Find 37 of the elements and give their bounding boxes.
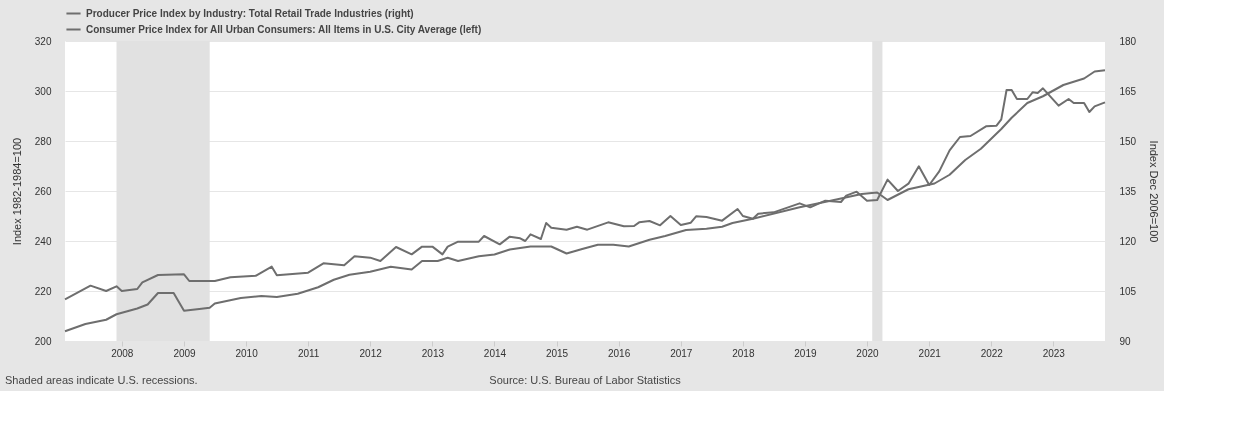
x-tick-label: 2016 xyxy=(607,347,631,359)
y2-tick-label: 90 xyxy=(1119,335,1132,347)
y-axis-title: Index 1982-1984=100 xyxy=(10,137,23,246)
x-tick-label: 2018 xyxy=(732,347,755,359)
source-note: Source: U.S. Bureau of Labor Statistics xyxy=(489,374,682,386)
y2-tick-label: 105 xyxy=(1119,285,1137,297)
x-tick-label: 2008 xyxy=(111,347,134,359)
x-tick-label: 2019 xyxy=(794,347,817,359)
y2-tick-label: 150 xyxy=(1119,135,1137,147)
x-tick-label: 2015 xyxy=(545,347,569,359)
text: Shaded areas indicate U.S. recessions. xyxy=(5,374,198,386)
x-tick-label: 2014 xyxy=(483,347,507,359)
legend-label: Producer Price Index by Industry: Total Retail Trade Industries (right) xyxy=(86,7,414,19)
y-tick-label: 280 xyxy=(34,135,52,147)
x-tick-label: 2012 xyxy=(359,347,383,359)
y2-tick-label: 120 xyxy=(1119,235,1137,247)
x-tick-label: 2009 xyxy=(173,347,197,359)
x-tick-label: 2023 xyxy=(1042,347,1066,359)
y2-tick-label: 165 xyxy=(1119,85,1137,97)
line-series xyxy=(64,69,1106,333)
y2-axis-title: Index Dec 2006=100 xyxy=(1148,140,1161,243)
x-tick-label: 2017 xyxy=(670,347,693,359)
y-tick-label: 300 xyxy=(34,85,52,97)
x-tick-label: 2021 xyxy=(918,347,942,359)
x-tick-label: 2013 xyxy=(421,347,445,359)
legend-label: Consumer Price Index for All Urban Consumers: All Items in U.S. City Average (left) xyxy=(86,23,482,35)
y-tick-label: 260 xyxy=(34,185,52,197)
y-tick-label: 200 xyxy=(34,335,52,347)
y2-tick-label: 135 xyxy=(1119,185,1137,197)
x-tick-label: 2010 xyxy=(235,347,259,359)
y-tick-label: 220 xyxy=(34,285,52,297)
y-tick-label: 240 xyxy=(34,235,52,247)
x-tick-label: 2022 xyxy=(980,347,1004,359)
x-tick-label: 2020 xyxy=(856,347,880,359)
y-tick-label: 320 xyxy=(34,35,52,47)
x-tick-label: 2011 xyxy=(297,347,320,359)
y2-tick-label: 180 xyxy=(1119,35,1137,47)
